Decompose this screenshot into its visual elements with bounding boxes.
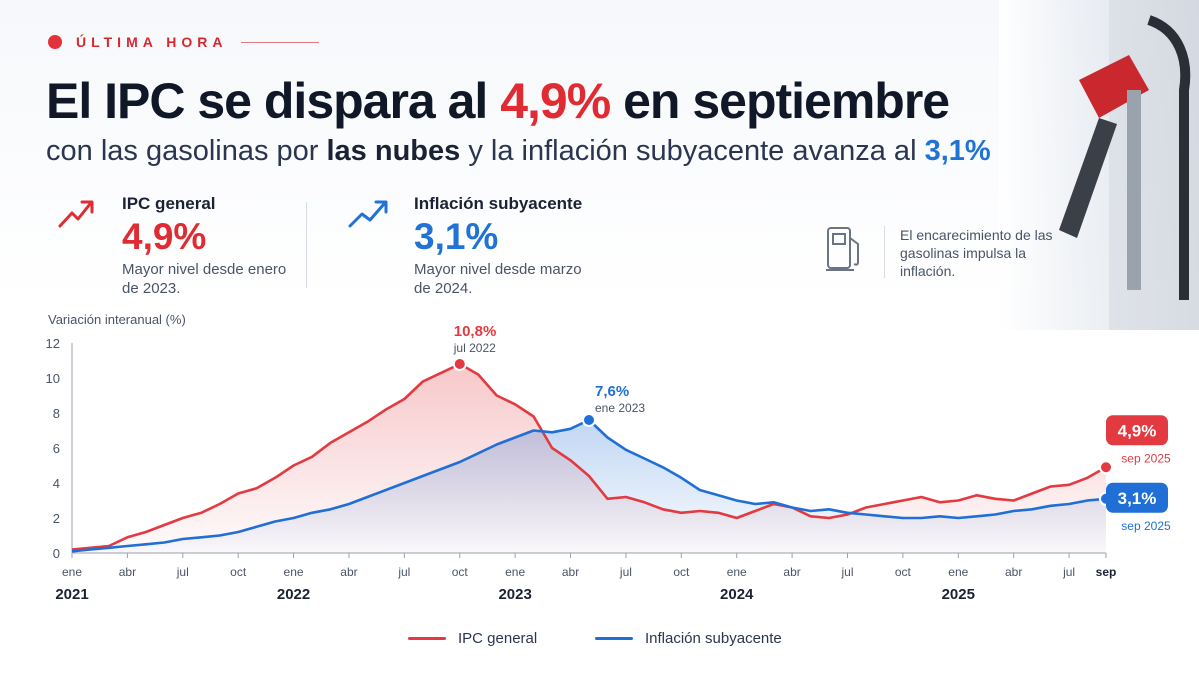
annotation-box	[1106, 482, 1168, 513]
x-year-label: 2022	[277, 586, 310, 603]
live-dot-icon	[48, 35, 62, 49]
headline: El IPC se dispara al 4,9% en septiembre	[46, 72, 950, 130]
y-tick-label: 2	[53, 511, 60, 526]
note-divider	[884, 226, 885, 278]
annotation-value: 4,9%	[1118, 421, 1157, 440]
y-tick-label: 8	[53, 406, 60, 421]
subheadline-mid: y la inflación subyacente avanza al	[460, 135, 925, 167]
x-tick-label: ene	[62, 565, 82, 579]
kpi-description: Mayor nivel desde enero de 2023.	[122, 261, 287, 297]
annotation-date: sep 2025	[1121, 519, 1171, 533]
headline-value: 4,9%	[500, 73, 611, 129]
legend-item-ipc: IPC general	[408, 630, 537, 647]
legend-swatch-subyacente	[595, 637, 633, 640]
y-tick-label: 4	[53, 476, 60, 491]
x-tick-label: ene	[505, 565, 525, 579]
kpi-value: 4,9%	[122, 216, 207, 257]
legend-swatch-ipc	[408, 637, 446, 640]
x-tick-label: oct	[452, 565, 469, 579]
subheadline-pre: con las gasolinas por	[46, 135, 327, 167]
x-tick-label: sep	[1096, 565, 1117, 579]
legend-label-ipc: IPC general	[458, 630, 538, 647]
annotation-marker	[452, 357, 467, 371]
kpi-divider	[306, 202, 307, 288]
x-tick-label: abr	[562, 565, 579, 579]
kpi-label: IPC general	[122, 194, 216, 213]
subheadline-value: 3,1%	[924, 135, 991, 167]
series-area-0	[72, 364, 1106, 553]
subheadline-bold: las nubes	[326, 135, 461, 167]
kpi-label: Inflación subyacente	[414, 194, 583, 213]
x-tick-label: oct	[895, 565, 912, 579]
kpi-value: 3,1%	[414, 216, 499, 257]
x-tick-label: oct	[673, 565, 690, 579]
x-tick-label: ene	[284, 565, 304, 579]
y-tick-label: 12	[46, 336, 60, 351]
y-tick-label: 6	[53, 441, 60, 456]
x-tick-label: jul	[619, 565, 632, 579]
breaking-news-tag: ÚLTIMA HORA	[48, 34, 320, 50]
breaking-news-label: ÚLTIMA HORA	[76, 34, 228, 50]
series-area-1	[72, 420, 1106, 553]
x-tick-label: jul	[1062, 565, 1075, 579]
x-tick-label: jul	[840, 565, 853, 579]
fuel-nozzle-icon	[1059, 0, 1199, 330]
kpi-description: Mayor nivel desde marzo de 2024.	[414, 261, 582, 297]
chart-area: Variación interanual (%) 0 2 4 6 8 10 12 ene abr j…	[0, 300, 1199, 620]
tag-divider	[241, 41, 320, 43]
legend-label-subyacente: Inflación subyacente	[645, 630, 782, 647]
annotation-value: 10,8%	[454, 323, 497, 340]
x-tick-label: ene	[948, 565, 968, 579]
note-text: El encarecimiento de las gasolinas impul…	[900, 227, 1053, 279]
y-axis-title: Variación interanual (%)	[48, 312, 186, 327]
x-tick-label: abr	[1005, 565, 1022, 579]
series-line-0	[71, 362, 1107, 551]
x-tick-label: jul	[176, 565, 189, 579]
x-year-label: 2024	[720, 586, 754, 603]
x-tick-label: abr	[119, 565, 136, 579]
fuel-pump-icon	[826, 227, 859, 271]
fuel-nozzle-photo	[999, 0, 1199, 330]
annotation-marker	[1099, 460, 1113, 475]
annotation-date: jul 2022	[453, 341, 496, 355]
y-tick-label: 0	[53, 546, 60, 561]
headline-post: en septiembre	[610, 73, 950, 129]
x-tick-label: abr	[340, 565, 357, 579]
x-tick-label: oct	[230, 565, 247, 579]
x-tick-label: ene	[727, 565, 747, 579]
trend-up-icon	[348, 200, 388, 228]
annotation-date: sep 2025	[1121, 451, 1171, 465]
annotation-value: 7,6%	[595, 383, 629, 400]
headline-pre: El IPC se dispara al	[46, 73, 501, 129]
inflation-chart: Variación interanual (%) 0 2 4 6 8 10 12 ene abr j…	[46, 312, 1171, 603]
x-tick-label: jul	[397, 565, 410, 579]
legend-item-subyacente: Inflación subyacente	[595, 630, 782, 647]
annotation-value: 3,1%	[1118, 489, 1157, 508]
x-tick-label: abr	[783, 565, 800, 579]
x-year-label: 2023	[498, 586, 531, 603]
annotation-marker	[582, 413, 596, 427]
y-tick-label: 10	[46, 371, 60, 386]
x-year-label: 2021	[55, 586, 88, 603]
subheadline: con las gasolinas por las nubes y la inf…	[46, 135, 991, 168]
trend-up-icon	[58, 200, 94, 228]
x-year-label: 2025	[942, 586, 975, 603]
annotation-box	[1106, 415, 1168, 446]
annotation-date: ene 2023	[595, 401, 645, 415]
